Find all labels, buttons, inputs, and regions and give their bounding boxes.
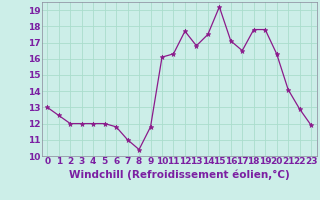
X-axis label: Windchill (Refroidissement éolien,°C): Windchill (Refroidissement éolien,°C) — [69, 169, 290, 180]
